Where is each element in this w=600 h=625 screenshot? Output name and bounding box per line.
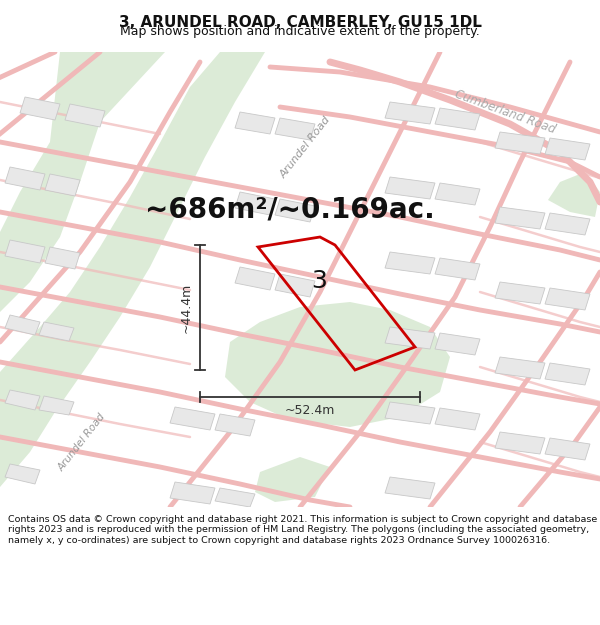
Text: Cumberland Road: Cumberland Road (453, 88, 557, 136)
Text: Map shows position and indicative extent of the property.: Map shows position and indicative extent… (120, 26, 480, 39)
Polygon shape (0, 52, 165, 312)
Polygon shape (225, 302, 450, 427)
Polygon shape (275, 274, 315, 297)
Text: ~44.4m: ~44.4m (179, 282, 193, 332)
Polygon shape (495, 357, 545, 379)
Polygon shape (495, 432, 545, 454)
Polygon shape (435, 108, 480, 130)
Text: 3, ARUNDEL ROAD, CAMBERLEY, GU15 1DL: 3, ARUNDEL ROAD, CAMBERLEY, GU15 1DL (119, 14, 481, 29)
Polygon shape (5, 240, 45, 263)
Polygon shape (5, 390, 40, 410)
Polygon shape (39, 396, 74, 415)
Polygon shape (385, 327, 435, 349)
Polygon shape (548, 172, 600, 217)
Polygon shape (20, 97, 60, 120)
Polygon shape (235, 192, 275, 215)
Polygon shape (435, 333, 480, 355)
Polygon shape (215, 488, 255, 507)
Text: ~52.4m: ~52.4m (285, 404, 335, 418)
Polygon shape (5, 167, 45, 190)
Polygon shape (435, 183, 480, 205)
Polygon shape (545, 438, 590, 460)
Polygon shape (385, 102, 435, 124)
Polygon shape (385, 177, 435, 199)
Polygon shape (215, 414, 255, 436)
Polygon shape (170, 482, 215, 504)
Polygon shape (435, 258, 480, 280)
Polygon shape (545, 288, 590, 310)
Polygon shape (5, 315, 40, 335)
Polygon shape (495, 132, 545, 154)
Text: Arundel Road: Arundel Road (56, 411, 107, 472)
Polygon shape (65, 104, 105, 127)
Polygon shape (385, 252, 435, 274)
Polygon shape (39, 322, 74, 341)
Polygon shape (45, 247, 80, 269)
Polygon shape (435, 408, 480, 430)
Polygon shape (0, 52, 265, 487)
Text: 3: 3 (311, 269, 326, 293)
Polygon shape (170, 407, 215, 430)
Text: Contains OS data © Crown copyright and database right 2021. This information is : Contains OS data © Crown copyright and d… (8, 515, 597, 545)
Polygon shape (275, 199, 315, 222)
Text: ~686m²/~0.169ac.: ~686m²/~0.169ac. (145, 196, 435, 224)
Polygon shape (5, 464, 40, 484)
Polygon shape (275, 118, 315, 140)
Polygon shape (45, 174, 80, 196)
Polygon shape (385, 402, 435, 424)
Polygon shape (545, 138, 590, 160)
Polygon shape (235, 267, 275, 290)
Text: Arundel Road: Arundel Road (278, 114, 332, 180)
Polygon shape (545, 363, 590, 385)
Polygon shape (495, 207, 545, 229)
Polygon shape (255, 457, 330, 502)
Polygon shape (235, 112, 275, 134)
Polygon shape (385, 477, 435, 499)
Polygon shape (545, 213, 590, 235)
Polygon shape (495, 282, 545, 304)
